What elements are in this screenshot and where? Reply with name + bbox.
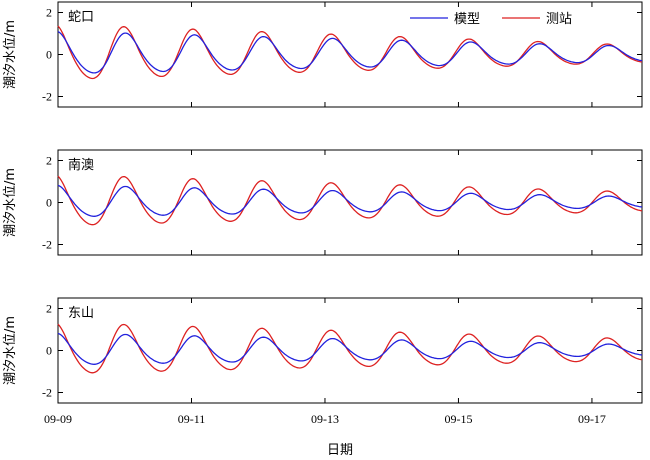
legend-label-observed: 测站: [546, 12, 572, 27]
x-axis-label: 日期: [327, 443, 353, 458]
station-label: 南澳: [68, 157, 94, 173]
y-axis-label: 潮汐水位/m: [2, 20, 18, 89]
observed-series-line: [57, 175, 643, 226]
y-tick-label: 0: [46, 196, 52, 210]
y-tick-label: 0: [46, 344, 52, 358]
x-tick-label: 09-13: [311, 412, 339, 426]
x-tick-label: 09-09: [44, 412, 72, 426]
observed-series-line: [57, 323, 643, 374]
y-tick-label: -2: [42, 386, 52, 400]
y-tick-label: 2: [46, 6, 52, 20]
y-tick-label: -2: [42, 238, 52, 252]
x-tick-label: 09-11: [178, 412, 206, 426]
station-label: 东山: [68, 306, 94, 321]
station-label: 蛇口: [68, 10, 94, 25]
y-tick-label: 0: [46, 48, 52, 62]
model-series-line: [57, 332, 643, 365]
y-tick-label: -2: [42, 90, 52, 104]
legend-label-model: 模型: [454, 12, 480, 27]
model-series-line: [57, 184, 643, 217]
x-tick-label: 09-17: [578, 412, 606, 426]
model-series-line: [57, 31, 643, 74]
y-axis-label: 潮汐水位/m: [2, 168, 18, 237]
y-tick-label: 2: [46, 302, 52, 316]
y-axis-label: 潮汐水位/m: [2, 316, 18, 385]
y-tick-label: 2: [46, 154, 52, 168]
x-tick-label: 09-15: [444, 412, 472, 426]
